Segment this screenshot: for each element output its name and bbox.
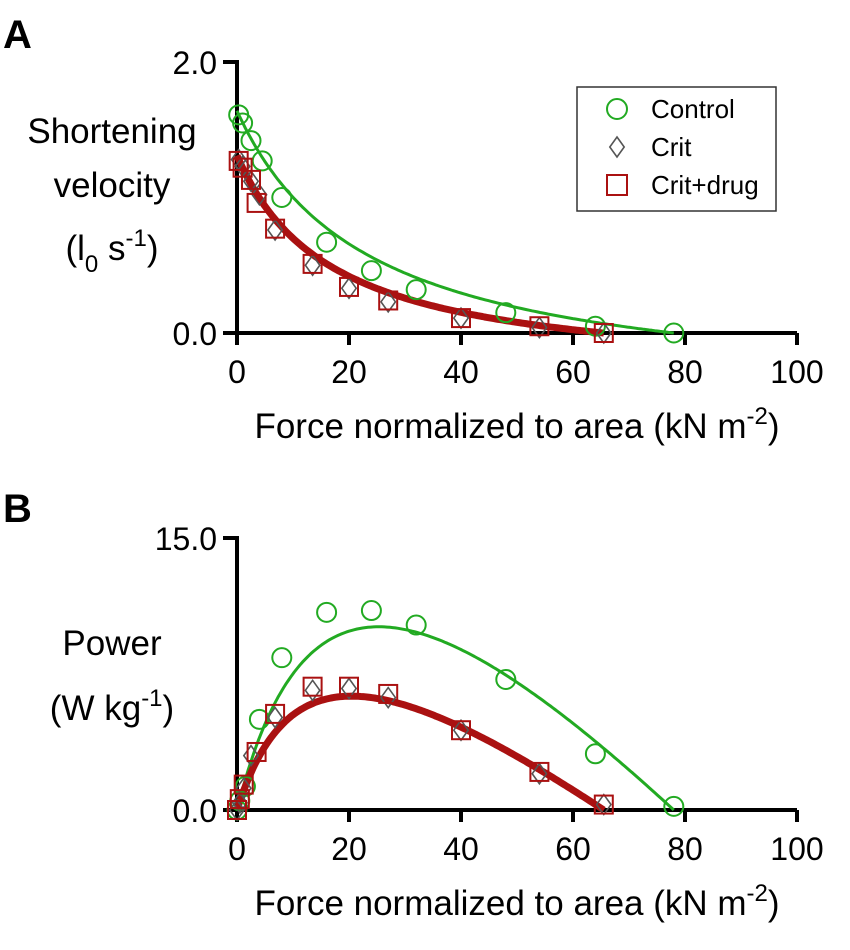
chart-panel-a: A 0.0 2.0 0 20 40 60 80 100 Force normalized to a…: [3, 13, 824, 446]
data-point-crit-drug: [229, 789, 250, 810]
data-point-control: [360, 600, 382, 622]
data-point-crit-drug: [593, 323, 614, 343]
data-point-control: [316, 231, 338, 253]
x-tick-label: 60: [555, 354, 591, 390]
data-point-crit-drug: [529, 316, 550, 337]
fit-curve-control: [235, 625, 675, 812]
data-point-crit-drug: [339, 276, 359, 297]
plot-area: [228, 104, 685, 345]
series-control: [228, 104, 685, 344]
data-point-crit: [304, 253, 321, 277]
legend-box: [576, 86, 777, 212]
data-point-crit-drug: [265, 218, 286, 239]
panel-label: B: [3, 487, 32, 531]
x-tick-label: 40: [443, 831, 479, 867]
legend-marker-crit: [608, 135, 626, 159]
y-tick-label: 2.0: [173, 45, 217, 81]
fit-curve-crit-drug: [233, 692, 606, 813]
legend-label: Control: [651, 94, 735, 124]
data-point-crit-drug: [302, 676, 323, 697]
legend-label: Crit+drug: [651, 170, 759, 200]
x-tick-label: 20: [331, 831, 367, 867]
data-point-control: [360, 260, 382, 282]
data-point-crit: [242, 169, 260, 193]
data-point-crit-drug: [451, 308, 471, 329]
x-tick-label: 0: [228, 354, 246, 390]
series-crit-drug: [228, 150, 614, 343]
x-tick-label: 40: [443, 354, 479, 390]
x-tick-label: 80: [667, 831, 703, 867]
data-point-control: [271, 647, 293, 669]
y-tick-label: 15.0: [155, 521, 217, 557]
data-point-crit-drug: [593, 794, 614, 815]
fit-curve-crit-drug: [233, 154, 605, 337]
data-point-crit: [304, 678, 321, 702]
data-point-crit-drug: [529, 761, 550, 782]
chart-panel-b: B 0.0 15.0 0 20 40 60 80 100 Force normalized to …: [3, 487, 824, 923]
data-point-crit: [266, 218, 284, 242]
data-point-crit-drug: [302, 253, 323, 274]
data-point-crit: [380, 290, 397, 314]
data-point-crit: [231, 791, 248, 815]
series-crit: [230, 148, 612, 345]
x-axis-label: Force normalized to area (kN m-2): [254, 880, 779, 923]
data-point-control: [663, 322, 685, 344]
y-axis-label: Shortening: [27, 112, 196, 151]
y-axis-unit: (l0 s-1): [65, 225, 158, 278]
x-tick-label: 20: [331, 354, 367, 390]
series-crit-drug: [227, 676, 614, 820]
data-point-crit: [235, 776, 252, 800]
data-point-crit: [531, 316, 548, 339]
data-point-control: [232, 112, 254, 134]
y-axis-label: velocity: [54, 166, 171, 205]
data-point-control: [584, 743, 606, 765]
data-point-crit-drug: [246, 192, 267, 213]
series-crit: [228, 677, 612, 822]
x-tick-label: 100: [770, 354, 823, 390]
data-point-crit: [340, 276, 358, 300]
data-point-crit-drug: [339, 676, 359, 697]
data-point-crit: [266, 706, 284, 729]
data-point-crit: [380, 686, 397, 709]
data-point-control: [405, 279, 427, 301]
data-point-crit: [242, 744, 260, 767]
data-point-control: [240, 130, 262, 152]
data-point-control: [271, 187, 293, 208]
data-point-crit-drug: [265, 703, 286, 724]
data-point-crit-drug: [228, 150, 249, 171]
legend-marker-control: [606, 98, 628, 120]
data-point-crit-drug: [233, 774, 254, 795]
data-point-crit-drug: [378, 290, 399, 311]
data-point-control: [316, 601, 338, 623]
x-tick-label: 60: [555, 831, 591, 867]
data-point-control: [405, 614, 427, 636]
x-axis-label: Force normalized to area (kN m-2): [254, 403, 779, 446]
data-point-crit: [340, 677, 358, 700]
data-point-control: [495, 668, 517, 690]
y-axis-label: Power: [62, 624, 162, 663]
data-point-crit: [531, 762, 548, 786]
data-point-crit-drug: [378, 683, 399, 704]
data-point-control: [663, 795, 685, 817]
y-tick-label: 0.0: [173, 316, 217, 352]
x-tick-label: 0: [228, 831, 246, 867]
x-tick-label: 80: [667, 354, 703, 390]
panel-label: A: [3, 13, 32, 57]
data-point-crit-drug: [246, 741, 267, 762]
legend-marker-crit-drug: [606, 174, 628, 196]
y-axis-unit: (W kg-1): [50, 685, 174, 728]
data-point-crit: [251, 183, 268, 207]
data-point-crit-drug: [241, 169, 261, 190]
y-tick-label: 0.0: [173, 793, 217, 829]
legend-label: Crit: [651, 132, 692, 162]
legend: Control Crit Crit+drug: [576, 86, 777, 212]
x-tick-label: 100: [770, 831, 823, 867]
data-point-control: [251, 150, 273, 172]
data-point-crit-drug: [227, 800, 247, 820]
data-point-crit-drug: [451, 720, 471, 741]
plot-area: [226, 600, 685, 822]
data-point-control: [495, 302, 517, 324]
